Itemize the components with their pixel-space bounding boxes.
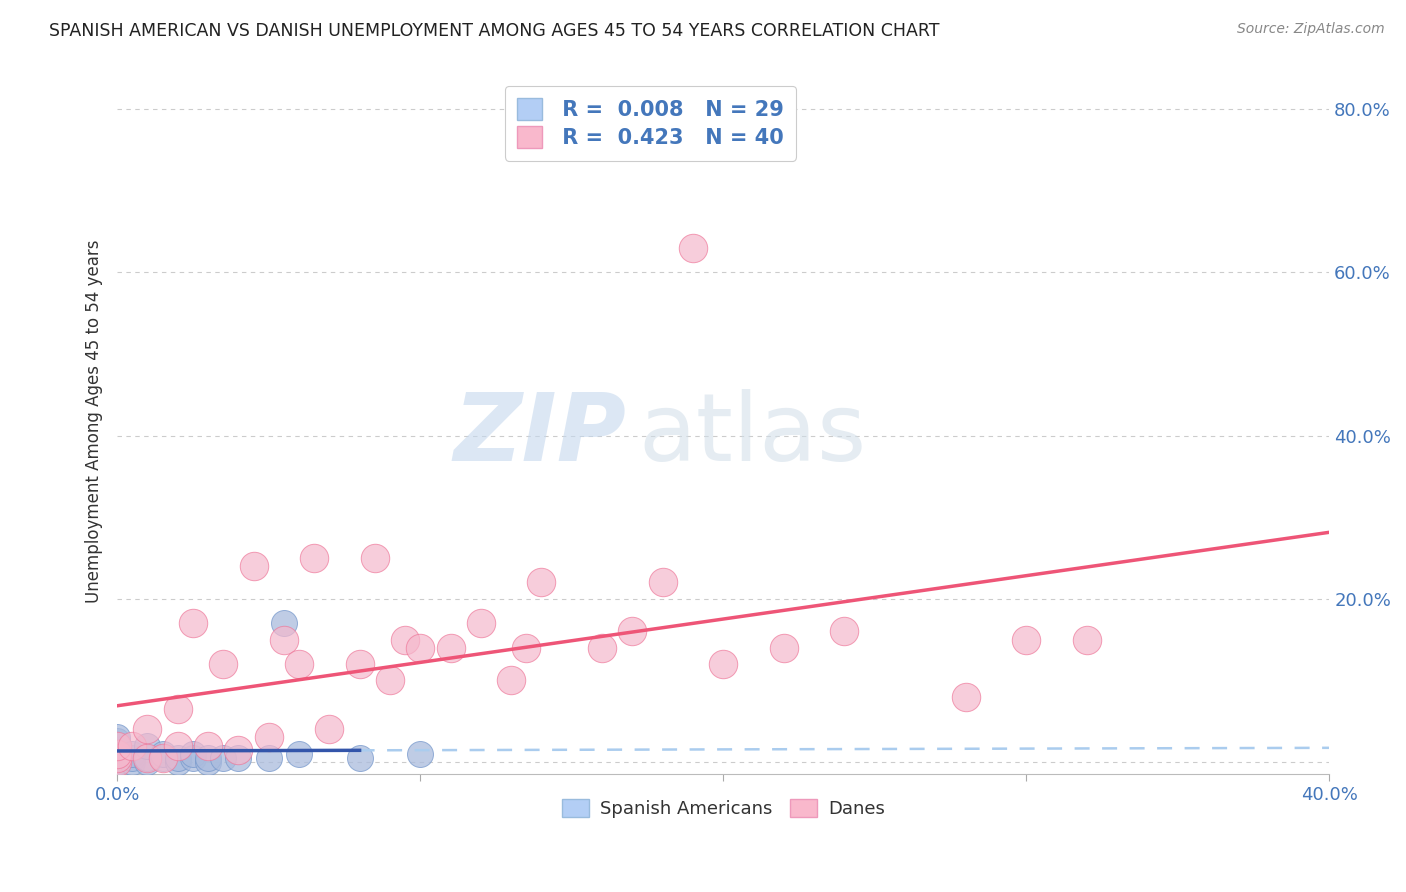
Point	[242, 559, 264, 574]
Point	[105, 751, 128, 765]
Point	[364, 551, 387, 566]
Point	[121, 747, 143, 761]
Point	[302, 551, 325, 566]
Point	[257, 731, 280, 745]
Point	[1076, 632, 1098, 647]
Point	[105, 742, 128, 756]
Point	[228, 742, 250, 756]
Point	[105, 755, 128, 769]
Point	[105, 739, 128, 753]
Point	[197, 755, 219, 769]
Point	[166, 702, 188, 716]
Point	[501, 673, 523, 688]
Point	[121, 755, 143, 769]
Point	[136, 723, 159, 737]
Point	[166, 751, 188, 765]
Point	[105, 755, 128, 769]
Point	[349, 657, 371, 671]
Point	[228, 751, 250, 765]
Point	[621, 624, 644, 639]
Point	[394, 632, 416, 647]
Point	[181, 751, 204, 765]
Point	[318, 723, 340, 737]
Legend: Spanish Americans, Danes: Spanish Americans, Danes	[554, 791, 891, 825]
Point	[409, 747, 432, 761]
Point	[136, 739, 159, 753]
Text: Source: ZipAtlas.com: Source: ZipAtlas.com	[1237, 22, 1385, 37]
Point	[152, 751, 174, 765]
Point	[136, 751, 159, 765]
Point	[288, 657, 311, 671]
Point	[105, 734, 128, 748]
Point	[105, 747, 128, 761]
Point	[181, 616, 204, 631]
Point	[682, 241, 704, 255]
Point	[273, 616, 295, 631]
Point	[105, 731, 128, 745]
Point	[181, 747, 204, 761]
Point	[121, 739, 143, 753]
Point	[273, 632, 295, 647]
Text: ZIP: ZIP	[453, 390, 626, 482]
Point	[121, 751, 143, 765]
Point	[530, 575, 553, 590]
Point	[105, 751, 128, 765]
Point	[470, 616, 492, 631]
Point	[955, 690, 977, 704]
Point	[591, 640, 613, 655]
Y-axis label: Unemployment Among Ages 45 to 54 years: Unemployment Among Ages 45 to 54 years	[86, 240, 103, 603]
Point	[136, 751, 159, 765]
Point	[257, 751, 280, 765]
Point	[166, 755, 188, 769]
Point	[515, 640, 537, 655]
Point	[711, 657, 734, 671]
Point	[212, 751, 235, 765]
Point	[651, 575, 673, 590]
Point	[349, 751, 371, 765]
Point	[152, 747, 174, 761]
Text: SPANISH AMERICAN VS DANISH UNEMPLOYMENT AMONG AGES 45 TO 54 YEARS CORRELATION CH: SPANISH AMERICAN VS DANISH UNEMPLOYMENT …	[49, 22, 939, 40]
Point	[378, 673, 401, 688]
Point	[212, 657, 235, 671]
Point	[105, 739, 128, 753]
Point	[197, 739, 219, 753]
Point	[152, 751, 174, 765]
Point	[439, 640, 461, 655]
Point	[136, 755, 159, 769]
Point	[105, 755, 128, 769]
Point	[197, 751, 219, 765]
Point	[166, 739, 188, 753]
Point	[1015, 632, 1038, 647]
Point	[288, 747, 311, 761]
Point	[834, 624, 856, 639]
Point	[772, 640, 794, 655]
Point	[409, 640, 432, 655]
Text: atlas: atlas	[638, 390, 866, 482]
Point	[105, 747, 128, 761]
